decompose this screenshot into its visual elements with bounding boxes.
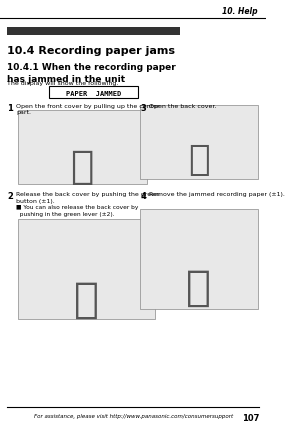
Text: 10.4.1 When the recording paper
has jammed in the unit: 10.4.1 When the recording paper has jamm…: [7, 63, 176, 84]
Text: For assistance, please visit http://www.panasonic.com/consumersupport: For assistance, please visit http://www.…: [34, 414, 233, 419]
Text: Open the back cover.: Open the back cover.: [149, 104, 217, 109]
Text: 3: 3: [140, 104, 146, 113]
Text: PAPER  JAMMED: PAPER JAMMED: [66, 91, 121, 97]
Text: 4: 4: [140, 193, 146, 201]
FancyBboxPatch shape: [140, 210, 258, 309]
Text: 📠: 📠: [186, 267, 212, 309]
Text: 107: 107: [242, 414, 259, 423]
FancyBboxPatch shape: [7, 27, 180, 35]
Text: 2: 2: [7, 193, 13, 201]
Text: 10.4 Recording paper jams: 10.4 Recording paper jams: [7, 46, 175, 56]
Text: 📠: 📠: [74, 279, 99, 321]
Text: ■ You can also release the back cover by
  pushing in the green lever (±2).: ■ You can also release the back cover by…: [16, 205, 138, 217]
Text: 1: 1: [7, 104, 13, 113]
FancyBboxPatch shape: [49, 86, 138, 98]
Text: 📠: 📠: [188, 142, 210, 176]
FancyBboxPatch shape: [18, 110, 146, 184]
Text: Open the front cover by pulling up the center
part.: Open the front cover by pulling up the c…: [16, 104, 160, 115]
FancyBboxPatch shape: [18, 219, 155, 319]
Text: 10. Help: 10. Help: [222, 8, 257, 17]
Text: Release the back cover by pushing the green
button (±1).: Release the back cover by pushing the gr…: [16, 193, 159, 204]
FancyBboxPatch shape: [140, 105, 258, 179]
Text: 📠: 📠: [70, 147, 93, 186]
Text: Remove the jammed recording paper (±1).: Remove the jammed recording paper (±1).: [149, 193, 285, 197]
Text: The display will show the following.: The display will show the following.: [7, 81, 118, 86]
